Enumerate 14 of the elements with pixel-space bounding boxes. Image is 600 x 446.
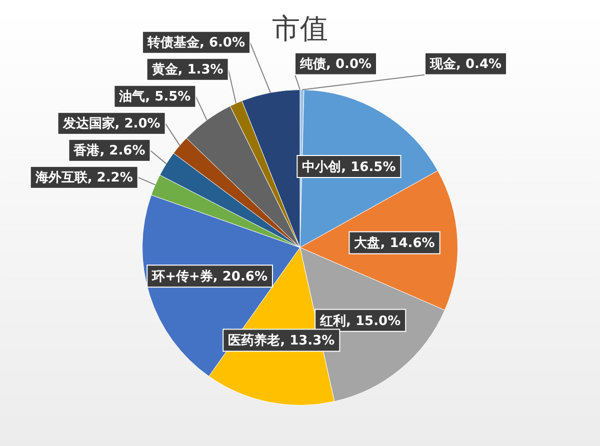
slice-label: 海外互联, 2.2%	[34, 170, 133, 186]
slice-label: 现金, 0.4%	[429, 57, 502, 72]
slice-label: 发达国家, 2.0%	[62, 116, 160, 132]
slice-label: 黄金, 1.3%	[150, 62, 224, 78]
slice-label: 大盘, 14.6%	[354, 236, 435, 252]
slice-label: 环+传+券, 20.6%	[151, 270, 268, 285]
text: 纯债, 0.0%	[299, 57, 372, 72]
chart-title: 市值	[272, 12, 328, 45]
slice-label: 中小创, 16.5%	[302, 160, 396, 175]
slice-label: 转债基金, 6.0%	[146, 36, 246, 51]
slice-label: 医药养老, 13.3%	[228, 332, 335, 349]
slice-label: 红利, 15.0%	[319, 312, 401, 329]
slice-label: 香港, 2.6%	[72, 142, 146, 159]
slice-label: 油气, 5.5%	[118, 90, 191, 105]
